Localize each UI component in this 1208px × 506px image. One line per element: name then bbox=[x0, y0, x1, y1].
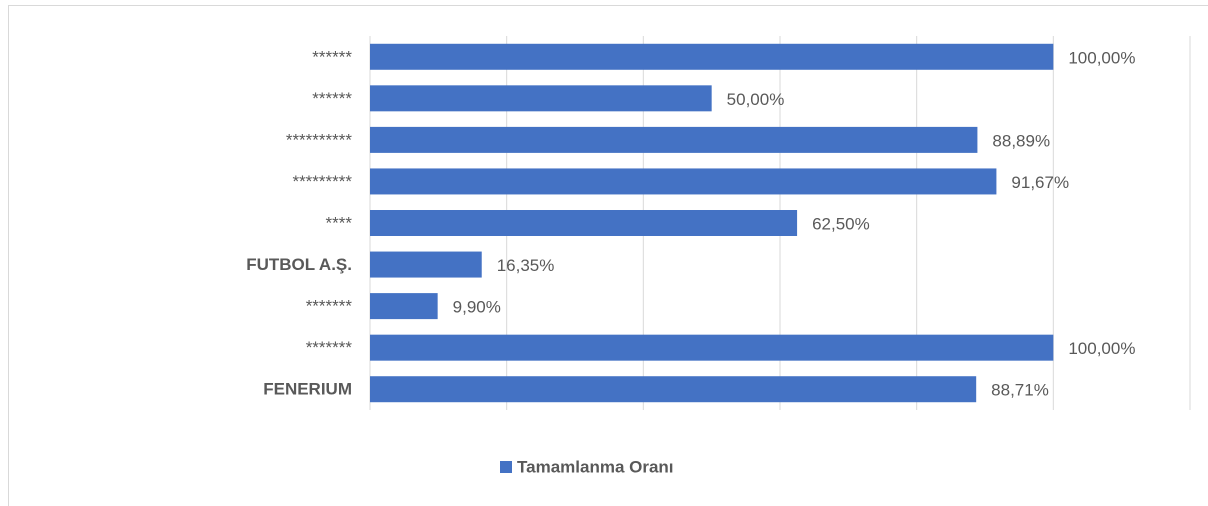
bar bbox=[370, 43, 1054, 70]
y-tick-label: ******* bbox=[306, 297, 353, 316]
data-label: 88,71% bbox=[991, 381, 1049, 400]
bar bbox=[370, 126, 978, 153]
data-label: 100,00% bbox=[1068, 48, 1135, 67]
y-tick-label: ****** bbox=[312, 47, 352, 66]
y-tick-label: ********* bbox=[292, 172, 352, 191]
data-label: 9,90% bbox=[453, 298, 501, 317]
legend-swatch bbox=[500, 461, 512, 473]
data-label: 91,67% bbox=[1011, 173, 1069, 192]
data-label: 88,89% bbox=[992, 131, 1050, 150]
y-tick-label: FUTBOL A.Ş. bbox=[246, 255, 352, 274]
bar bbox=[370, 376, 977, 403]
bar bbox=[370, 293, 438, 320]
bar bbox=[370, 251, 482, 278]
data-label: 50,00% bbox=[727, 90, 785, 109]
y-tick-label: ****** bbox=[312, 89, 352, 108]
y-tick-label: ********** bbox=[286, 130, 353, 149]
chart-frame bbox=[8, 5, 1208, 506]
bar bbox=[370, 210, 798, 236]
data-label: 100,00% bbox=[1068, 339, 1135, 358]
y-tick-label: ******* bbox=[306, 338, 353, 357]
y-tick-label: FENERIUM bbox=[263, 380, 352, 399]
bar bbox=[370, 85, 712, 112]
bar bbox=[370, 334, 1054, 361]
data-label: 62,50% bbox=[812, 214, 870, 233]
y-tick-label: **** bbox=[326, 213, 353, 232]
bar bbox=[370, 168, 997, 195]
data-label: 16,35% bbox=[497, 256, 555, 275]
legend-label: Tamamlanma Oranı bbox=[517, 457, 674, 476]
